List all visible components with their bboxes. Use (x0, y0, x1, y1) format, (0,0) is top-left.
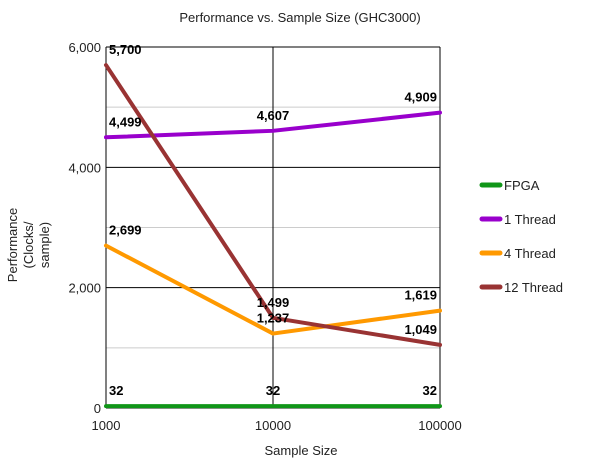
data-label: 32 (423, 383, 437, 398)
y-tick-label: 2,000 (68, 281, 101, 296)
data-label: 1,049 (404, 322, 437, 337)
y-axis-title-line: sample) (37, 222, 52, 268)
legend-item-4-thread: 4 Thread (479, 246, 556, 261)
x-tick-label: 100000 (418, 418, 461, 433)
series-line-1-thread (104, 110, 442, 140)
data-label: 4,909 (404, 90, 437, 105)
x-tick-label: 1000 (92, 418, 121, 433)
legend-label: FPGA (504, 178, 540, 193)
chart-title: Performance vs. Sample Size (GHC3000) (179, 10, 420, 25)
data-labels: 32 32 32 4,499 4,607 4,909 2,699 1,237 1,619 5,70… (109, 42, 437, 398)
grid (105, 46, 441, 409)
legend: FPGA 1 Thread 4 Thread 12 Thread (479, 178, 563, 295)
y-axis-title: Performance(Clocks/sample) (5, 208, 52, 282)
legend-label: 1 Thread (504, 212, 556, 227)
data-label: 4,499 (109, 114, 142, 129)
series-lines (104, 63, 442, 409)
legend-item-1-thread: 1 Thread (479, 212, 556, 227)
legend-label: 4 Thread (504, 246, 556, 261)
y-axis-title-line: Performance (5, 208, 20, 282)
axes: 0 2,000 4,000 6,000 1000 10000 100000 (68, 40, 461, 433)
x-tick-label: 10000 (255, 418, 291, 433)
y-tick-label: 6,000 (68, 40, 101, 55)
legend-item-12-thread: 12 Thread (479, 280, 563, 295)
legend-item-fpga: FPGA (479, 178, 540, 193)
y-tick-label: 4,000 (68, 160, 101, 175)
data-label: 1,619 (404, 288, 437, 303)
y-tick-label: 0 (94, 401, 101, 416)
y-axis-title-line: (Clocks/ (21, 221, 36, 268)
data-label: 5,700 (109, 42, 142, 57)
series-line-4-thread (104, 243, 442, 336)
legend-label: 12 Thread (504, 280, 563, 295)
x-axis-title: Sample Size (265, 443, 338, 458)
data-label: 4,607 (257, 108, 290, 123)
data-label: 32 (266, 383, 280, 398)
data-label: 1,237 (257, 311, 290, 326)
data-label: 32 (109, 383, 123, 398)
series-line-12-thread (104, 63, 442, 347)
data-label: 2,699 (109, 223, 142, 238)
data-label: 1,499 (257, 295, 290, 310)
